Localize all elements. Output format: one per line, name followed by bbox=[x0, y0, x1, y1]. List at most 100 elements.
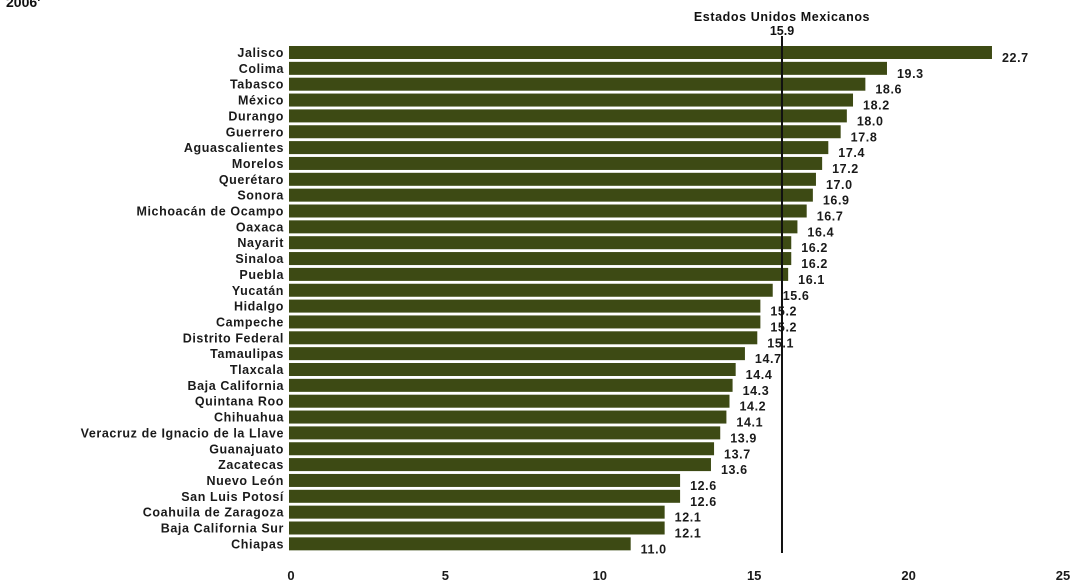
bar-4 bbox=[289, 93, 854, 107]
bar-13 bbox=[289, 236, 792, 250]
bar-32 bbox=[289, 537, 631, 551]
value-label: 17.8 bbox=[851, 130, 878, 144]
bar-5 bbox=[289, 109, 847, 123]
category-label: San Luis Potosí bbox=[181, 490, 284, 504]
bar-24 bbox=[289, 410, 727, 424]
value-label: 15.6 bbox=[783, 289, 810, 303]
bar-22 bbox=[289, 378, 733, 392]
value-label: 13.6 bbox=[721, 463, 748, 477]
bar-19 bbox=[289, 331, 758, 345]
reference-value: 15.9 bbox=[770, 24, 794, 38]
bar-9 bbox=[289, 172, 816, 186]
page-title: 2006' bbox=[6, 0, 41, 10]
value-label: 13.9 bbox=[730, 431, 757, 445]
value-label: 11.0 bbox=[641, 542, 667, 556]
bar-7 bbox=[289, 141, 829, 155]
category-label: Baja California Sur bbox=[161, 522, 284, 536]
value-label: 16.2 bbox=[801, 257, 828, 271]
value-label: 12.6 bbox=[690, 479, 717, 493]
bar-30 bbox=[289, 505, 665, 519]
value-label: 14.7 bbox=[755, 352, 782, 366]
value-label: 12.6 bbox=[690, 495, 717, 509]
category-label: Tamaulipas bbox=[210, 347, 284, 361]
bar-2 bbox=[289, 61, 887, 75]
category-label: Querétaro bbox=[219, 173, 284, 187]
category-label: Distrito Federal bbox=[183, 331, 284, 345]
bar-23 bbox=[289, 394, 730, 408]
value-label: 15.2 bbox=[770, 305, 797, 319]
value-label: 13.7 bbox=[724, 447, 751, 461]
x-tick-label: 5 bbox=[442, 568, 449, 583]
x-tick-label: 15 bbox=[747, 568, 761, 583]
value-label: 16.7 bbox=[817, 210, 844, 224]
value-label: 14.2 bbox=[739, 400, 766, 414]
category-label: Hidalgo bbox=[234, 300, 284, 314]
bar-18 bbox=[289, 315, 761, 329]
category-label: Baja California bbox=[187, 379, 284, 393]
category-label: Durango bbox=[228, 109, 284, 123]
category-label: Nayarit bbox=[237, 236, 284, 250]
category-label: Puebla bbox=[239, 268, 284, 282]
value-label: 17.2 bbox=[832, 162, 859, 176]
bar-6 bbox=[289, 125, 841, 139]
category-label: Campeche bbox=[216, 315, 284, 329]
category-label: Sonora bbox=[237, 189, 284, 203]
bar-26 bbox=[289, 442, 715, 456]
value-label: 15.2 bbox=[770, 320, 797, 334]
value-label: 16.4 bbox=[807, 225, 834, 239]
value-label: 16.1 bbox=[798, 273, 825, 287]
category-label: Nuevo León bbox=[206, 474, 284, 488]
bar-29 bbox=[289, 489, 681, 503]
bar-16 bbox=[289, 283, 773, 297]
bar-17 bbox=[289, 299, 761, 313]
category-label: Michoacán de Ocampo bbox=[136, 205, 284, 219]
value-label: 17.4 bbox=[838, 146, 865, 160]
bar-20 bbox=[289, 347, 745, 361]
x-tick-label: 20 bbox=[901, 568, 915, 583]
category-label: Oaxaca bbox=[236, 220, 285, 234]
value-label: 18.2 bbox=[863, 99, 890, 113]
category-label: Zacatecas bbox=[218, 458, 284, 472]
bar-8 bbox=[289, 156, 823, 170]
value-label: 15.1 bbox=[767, 336, 794, 350]
value-label: 17.0 bbox=[826, 178, 853, 192]
category-label: Guerrero bbox=[226, 125, 284, 139]
bar-11 bbox=[289, 204, 807, 218]
category-label: Quintana Roo bbox=[195, 395, 284, 409]
category-label: Tlaxcala bbox=[230, 363, 285, 377]
value-label: 16.2 bbox=[801, 241, 828, 255]
value-label: 14.4 bbox=[746, 368, 773, 382]
bar-3 bbox=[289, 77, 866, 91]
value-label: 12.1 bbox=[675, 511, 702, 525]
category-label: Colima bbox=[239, 62, 285, 76]
value-label: 18.6 bbox=[875, 83, 902, 97]
x-tick-label: 25 bbox=[1056, 568, 1070, 583]
category-label: Tabasco bbox=[230, 78, 284, 92]
category-label: Jalisco bbox=[237, 46, 284, 60]
bar-31 bbox=[289, 521, 665, 535]
reference-label: Estados Unidos Mexicanos bbox=[694, 10, 870, 24]
x-tick-label: 10 bbox=[593, 568, 607, 583]
value-label: 14.1 bbox=[736, 416, 763, 430]
bar-14 bbox=[289, 252, 792, 266]
x-tick-label: 0 bbox=[287, 568, 294, 583]
category-label: Coahuila de Zaragoza bbox=[143, 506, 285, 520]
bar-1 bbox=[289, 46, 992, 59]
bar-25 bbox=[289, 426, 721, 440]
bar-12 bbox=[289, 220, 798, 234]
value-label: 12.1 bbox=[675, 527, 702, 541]
value-label: 19.3 bbox=[897, 67, 924, 81]
category-label: Yucatán bbox=[232, 284, 284, 298]
category-label: México bbox=[238, 94, 284, 108]
bar-21 bbox=[289, 363, 736, 376]
bar-10 bbox=[289, 188, 813, 202]
category-label: Morelos bbox=[232, 157, 284, 171]
bar-15 bbox=[289, 267, 789, 281]
category-label: Chihuahua bbox=[214, 411, 284, 425]
bar-27 bbox=[289, 458, 711, 472]
category-label: Chiapas bbox=[231, 537, 284, 551]
value-label: 16.9 bbox=[823, 194, 850, 208]
value-label: 18.0 bbox=[857, 114, 884, 128]
bar-28 bbox=[289, 473, 681, 487]
category-label: Veracruz de Ignacio de la Llave bbox=[81, 426, 284, 440]
